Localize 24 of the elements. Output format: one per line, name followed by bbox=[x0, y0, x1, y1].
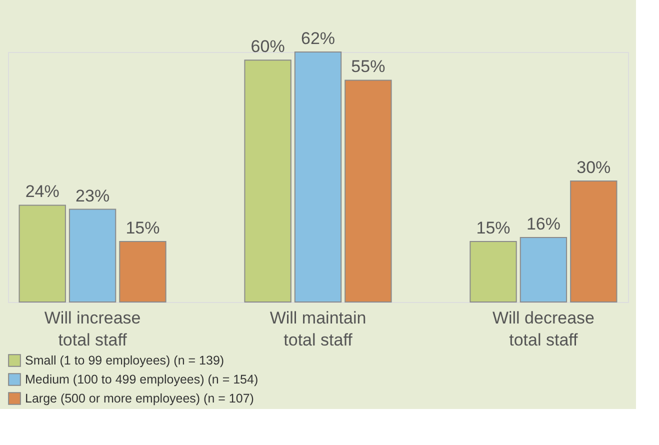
data-label: 60% bbox=[250, 37, 285, 56]
data-label: 23% bbox=[76, 186, 110, 206]
bar bbox=[570, 180, 618, 302]
bar bbox=[244, 60, 292, 302]
legend-label: Large (500 or more employees) (n = 107) bbox=[25, 392, 254, 406]
data-label: 16% bbox=[526, 214, 560, 234]
data-label: 30% bbox=[576, 158, 611, 178]
data-label: 55% bbox=[351, 57, 386, 76]
bar bbox=[344, 80, 392, 302]
data-label: 24% bbox=[25, 182, 60, 202]
bar bbox=[119, 241, 166, 302]
bar bbox=[68, 208, 116, 302]
legend-label: Small (1 to 99 employees) (n = 139) bbox=[25, 354, 224, 368]
bar bbox=[470, 241, 517, 302]
data-label: 62% bbox=[300, 29, 336, 48]
bar bbox=[18, 204, 66, 302]
x-tick-label: Will maintain total staff bbox=[270, 308, 366, 350]
bar bbox=[520, 236, 568, 302]
data-label: 15% bbox=[476, 218, 510, 238]
x-tick-label: Will increase total staff bbox=[44, 308, 141, 350]
x-tick-label: Will decrease total staff bbox=[492, 308, 594, 350]
legend-label: Medium (100 to 499 employees) (n = 154) bbox=[25, 372, 258, 386]
bar bbox=[294, 52, 342, 302]
data-label: 15% bbox=[126, 218, 160, 238]
